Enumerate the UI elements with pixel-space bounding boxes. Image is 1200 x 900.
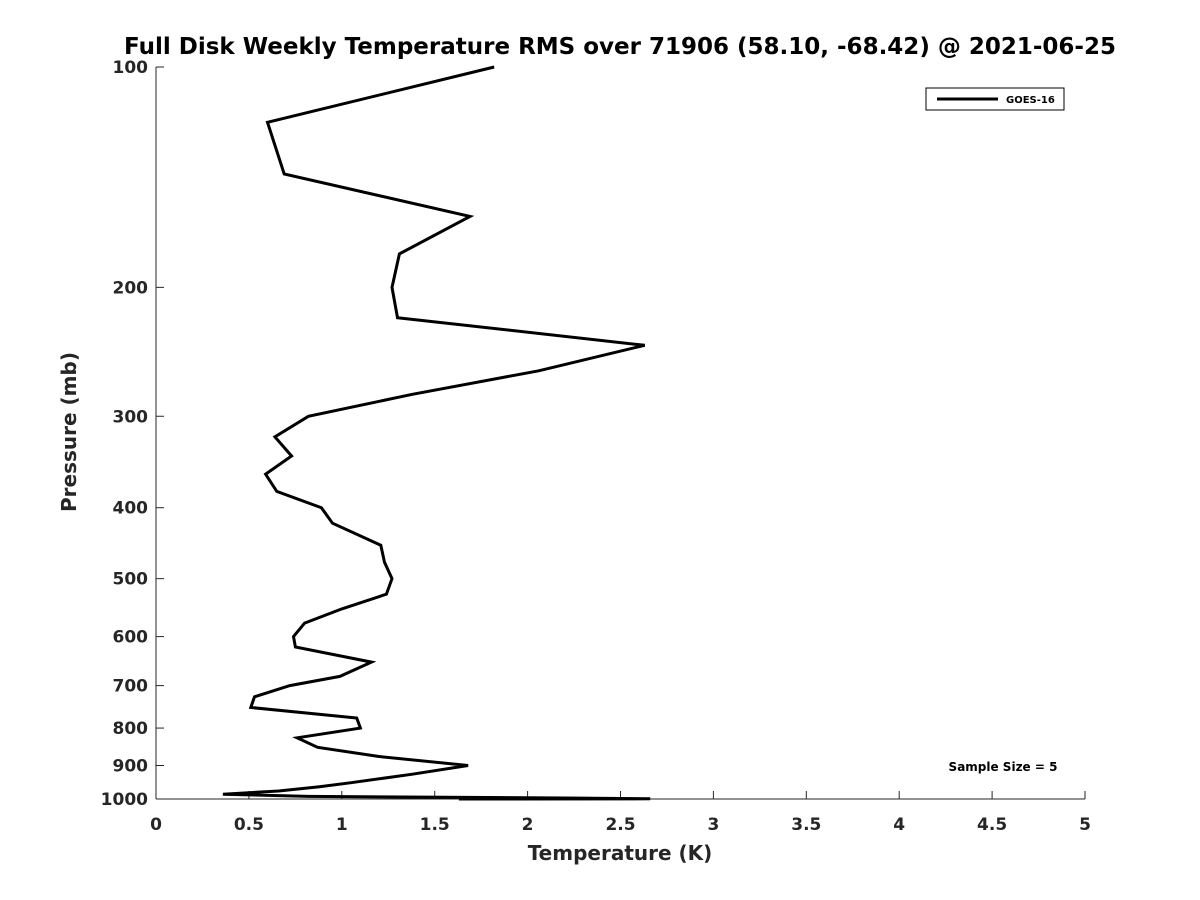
y-tick-label: 800 [113,719,149,739]
x-axis-ticks: 0 0.5 1 1.5 2 2.5 3 3.5 4 4.5 5 [150,791,1091,835]
x-tick-label: 3 [707,815,719,835]
y-tick-label: 100 [113,58,149,78]
x-tick-label: 2.5 [605,815,635,835]
x-tick-label: 4 [893,815,905,835]
legend: GOES-16 [925,87,1065,111]
y-tick-label: 900 [113,757,149,777]
y-tick-label: 200 [113,278,149,298]
x-tick-label: 0.5 [234,815,264,835]
x-tick-label: 3.5 [791,815,821,835]
legend-entry: GOES-16 [1006,95,1055,106]
x-tick-label: 1.5 [420,815,450,835]
y-tick-label: 700 [113,677,149,697]
series-layer [222,65,651,801]
y-tick-label: 400 [113,499,149,519]
y-tick-label: 600 [113,628,149,648]
x-axis-label: Temperature (K) [528,841,713,865]
x-tick-label: 4.5 [977,815,1007,835]
x-tick-label: 0 [150,815,162,835]
x-tick-label: 2 [522,815,534,835]
series-line-goes-16 [222,65,651,801]
y-tick-label: 300 [113,407,149,427]
y-axis-ticks: 100 200 300 400 500 600 700 800 900 1000 [101,58,164,810]
sample-size-annotation: Sample Size = 5 [949,760,1058,774]
chart-title: Full Disk Weekly Temperature RMS over 71… [124,34,1116,60]
y-axis-label: Pressure (mb) [57,352,81,512]
x-tick-label: 5 [1079,815,1091,835]
y-tick-label: 500 [113,570,149,590]
x-tick-label: 1 [336,815,348,835]
y-tick-label: 1000 [101,790,148,810]
